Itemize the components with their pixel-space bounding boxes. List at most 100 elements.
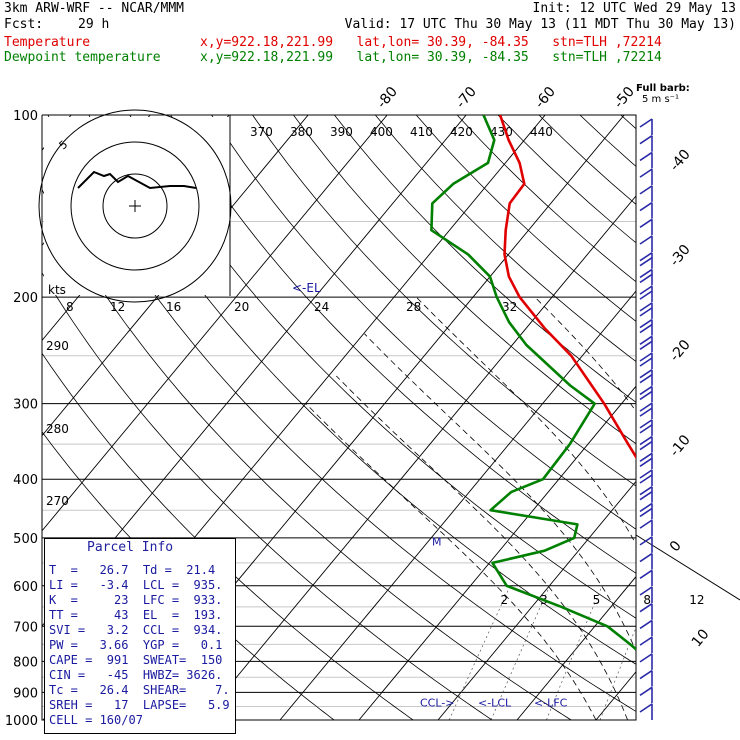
wind-barb-flag (639, 268, 653, 279)
wind-barb-flag (639, 235, 653, 245)
wind-barb-flag (639, 374, 653, 384)
el-marker: <-EL (292, 281, 321, 295)
moist-adiabat (692, 297, 740, 720)
mixing-ratio-line (712, 586, 740, 720)
hodograph-speed-tick: 32 (502, 300, 517, 314)
parcel-info-row: CELL = 160/07 (49, 713, 143, 727)
dry-adiabat (538, 115, 636, 720)
isotherm-label: 0 (667, 538, 685, 555)
isotherm (595, 115, 636, 720)
wind-barb-flag (639, 424, 653, 434)
wind-barbs (639, 118, 653, 720)
wind-barb-flag (639, 407, 653, 417)
wind-barb-flag (639, 586, 653, 596)
wind-barb-flag (639, 323, 653, 334)
wind-barb-flag (639, 385, 653, 396)
barb-legend-title: Full barb: (636, 83, 690, 94)
wind-barb-flag (639, 252, 653, 262)
wind-barb-flag (639, 474, 653, 484)
lfc-marker: <-LFC (534, 696, 568, 709)
hodograph-speed-tick: 20 (234, 300, 249, 314)
wind-barb-flag (639, 185, 653, 195)
wind-barb-flag (639, 168, 653, 178)
wind-barb-flag (639, 352, 653, 362)
wind-barb-flag (639, 653, 653, 663)
dewpoint-location: x,y=922.18,221.99 lat,lon= 30.39, -84.35… (200, 50, 662, 65)
moist-adiabats (305, 296, 740, 720)
pressure-tick-label: 100 (13, 109, 38, 124)
pressure-tick-label: 300 (13, 398, 38, 413)
isotherm-label: -50 (611, 84, 638, 112)
parcel-info-row: SVI = 3.2 CCL = 934. (49, 623, 223, 637)
hodograph-ring (38, 109, 232, 303)
parcel-info-row: SREH = 17 LAPSE= 5.9 (49, 698, 230, 712)
theta-label: 390 (330, 125, 353, 139)
valid-time: Valid: 17 UTC Thu 30 May 13 (11 MDT Thu … (344, 17, 736, 32)
wind-barb-flag (639, 469, 653, 479)
dry-adiabat (42, 115, 592, 720)
theta-label: 420 (450, 125, 473, 139)
isotherm-label: -40 (667, 147, 694, 175)
pressure-tick-label: 200 (13, 291, 38, 306)
theta-label: 290 (46, 339, 69, 353)
parcel-info-row: K = 23 LFC = 933. (49, 593, 223, 607)
pressure-tick-label: 800 (13, 655, 38, 670)
pressure-tick-label: 400 (13, 473, 38, 488)
forecast-label: Fcst: (4, 17, 44, 32)
wind-barb-flag (639, 302, 653, 312)
theta-label: 380 (290, 125, 313, 139)
theta-label: 400 (370, 125, 393, 139)
hodograph-ring (102, 173, 168, 239)
wind-barb-flag (639, 419, 653, 429)
mixing-ratio-label: 12 (689, 593, 704, 607)
theta-label: 280 (46, 422, 69, 436)
isotherm (358, 115, 636, 720)
parcel-info-panel: Parcel Info T = 26.7 Td = 21.4 LI = -3.4… (44, 538, 236, 734)
wind-barb-flag (639, 452, 653, 462)
mixing-ratio-label: 8 (643, 593, 651, 607)
wind-barb-flag (639, 502, 653, 513)
isotherm (675, 115, 740, 720)
wind-barb-flag (639, 318, 653, 329)
pressure-tick-label: 1000 (5, 714, 38, 729)
wind-barb-flag (639, 507, 653, 518)
wind-barb-flag (639, 290, 653, 300)
dry-adiabat (211, 115, 636, 720)
plot-border (41, 114, 637, 721)
temperature-trace (498, 115, 636, 720)
isotherm (279, 115, 636, 720)
hodograph-speed-tick: 24 (314, 300, 329, 314)
isotherm-label: -60 (532, 84, 559, 112)
isotherm-label: 10 (689, 626, 713, 650)
wind-barb-flag (639, 457, 653, 467)
wind-barb-flag (639, 536, 653, 546)
wind-barb-flag (639, 285, 653, 295)
pressure-tick-label: 700 (13, 620, 38, 635)
mixing-ratio-line (448, 585, 511, 720)
wind-barb-flag (639, 390, 653, 401)
moist-adiabat (534, 296, 636, 720)
pressure-tick-label: 600 (13, 580, 38, 595)
pressure-tick-label: 500 (13, 532, 38, 547)
theta-label: 370 (250, 125, 273, 139)
hodograph-units: kts (48, 283, 66, 297)
dry-adiabat (579, 115, 636, 720)
isotherm-label: -30 (667, 242, 694, 270)
parcel-info-row: PW = 3.66 YGP = 0.1 (49, 638, 223, 652)
trace-clip (430, 115, 636, 720)
init-time: Init: 12 UTC Wed 29 May 13 (532, 1, 737, 16)
hodograph-speed-tick: 12 (110, 300, 125, 314)
wind-barb-flag (639, 357, 653, 367)
dry-adiabat (252, 115, 636, 720)
dry-adiabat (129, 115, 636, 720)
wind-barb-flag (639, 307, 653, 317)
isotherm-label: -70 (453, 84, 480, 112)
parcel-info-title: Parcel Info (87, 540, 174, 555)
wind-barb-flag (639, 552, 653, 563)
wind-barb-flag (639, 118, 653, 128)
wind-barb-flag (639, 603, 653, 613)
model-title: 3km ARW-WRF -- NCAR/MMM (4, 1, 185, 16)
wind-barb-flag (639, 335, 653, 345)
wind-barb-flag (639, 201, 653, 212)
wind-barb-flag (639, 569, 653, 579)
